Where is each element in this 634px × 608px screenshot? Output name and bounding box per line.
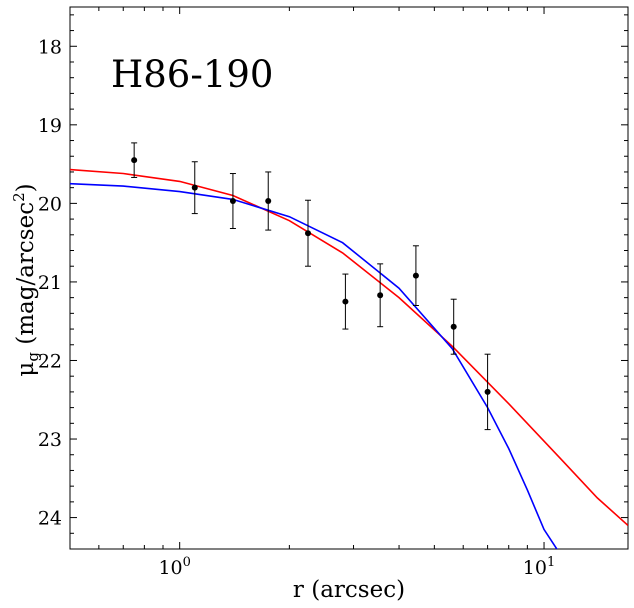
data-point	[450, 323, 457, 330]
y-label-units: (mag/arcsec	[13, 202, 39, 352]
y-tick-label: 22	[38, 350, 62, 372]
y-tick-label: 19	[38, 115, 62, 137]
y-tick-label: 23	[38, 429, 62, 451]
data-point	[342, 298, 349, 305]
y-label-sub: g	[24, 352, 42, 362]
model-curve-1	[70, 168, 628, 526]
y-tick-label: 20	[38, 193, 62, 215]
data-points	[131, 142, 491, 431]
y-tick-label: 21	[38, 272, 62, 294]
data-point	[131, 157, 138, 164]
y-label-sup: 2	[10, 192, 28, 202]
data-point	[484, 388, 491, 395]
y-axis-label: μg (mag/arcsec2)	[10, 183, 42, 376]
plot-area	[70, 142, 628, 549]
data-point	[265, 198, 272, 205]
y-tick-label: 24	[38, 508, 62, 530]
x-tick-label: 100	[158, 555, 190, 579]
data-point	[412, 272, 419, 279]
plot-frame	[69, 6, 629, 550]
data-point	[191, 184, 198, 191]
axis-ticks: 18 19 20 21 22 23 24 100 101	[38, 7, 628, 579]
model-curve-2	[70, 182, 558, 549]
y-label-close: )	[13, 183, 39, 192]
data-point	[377, 292, 384, 299]
data-point	[305, 230, 312, 237]
y-label-mu: μ	[13, 362, 39, 377]
x-tick-label: 101	[523, 555, 555, 579]
data-point	[229, 198, 236, 205]
y-tick-label: 18	[38, 36, 62, 58]
panel-title: H86-190	[111, 53, 273, 96]
model-curves	[70, 168, 628, 549]
x-axis-label: r (arcsec)	[293, 577, 405, 603]
